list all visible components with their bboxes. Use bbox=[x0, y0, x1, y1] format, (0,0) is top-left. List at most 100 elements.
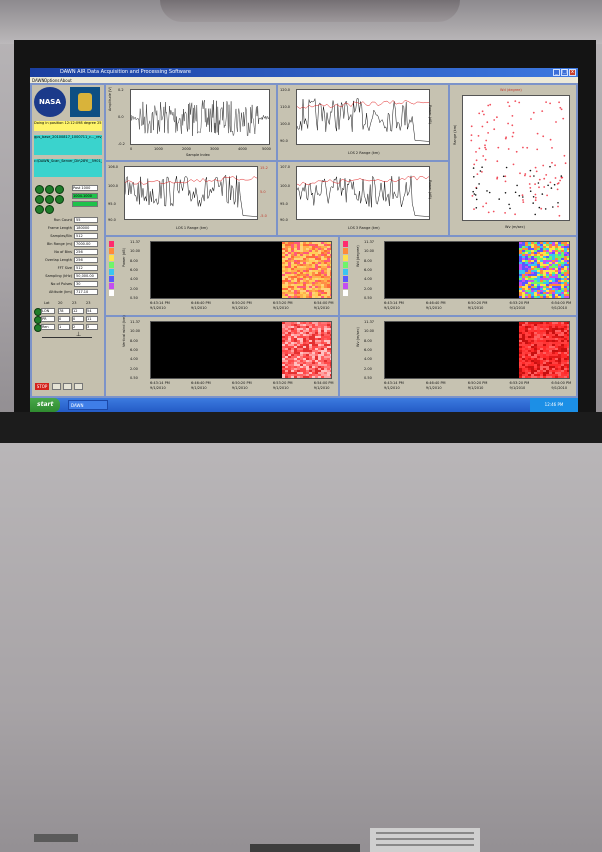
waterfall-cell bbox=[303, 276, 306, 278]
waterfall-cell bbox=[294, 328, 297, 330]
grid-cell[interactable]: 2 bbox=[72, 324, 84, 330]
wt3-xtick-date: 9/1/2010 bbox=[231, 386, 248, 390]
waterfall-cell bbox=[315, 346, 318, 348]
waterfall-cell bbox=[291, 358, 294, 360]
grid-cell[interactable]: 78 bbox=[58, 308, 70, 314]
param-value[interactable]: 512 bbox=[74, 265, 98, 271]
grid-cell[interactable]: 12 bbox=[72, 308, 84, 314]
waterfall-cell bbox=[567, 294, 569, 296]
waterfall-cell bbox=[288, 352, 291, 354]
option-button-3[interactable] bbox=[74, 383, 83, 390]
waterfall-cell bbox=[540, 330, 543, 332]
waterfall-cell bbox=[522, 298, 525, 299]
param-label: Samples/Bin bbox=[50, 234, 72, 238]
waterfall-cell bbox=[534, 372, 537, 374]
waterfall-cell bbox=[561, 276, 564, 278]
grid-cell[interactable]: 11 bbox=[86, 316, 98, 322]
post-field[interactable]: Post 1000 bbox=[72, 185, 98, 191]
waterfall-cell bbox=[312, 344, 315, 346]
menu-dawn[interactable]: DAWN bbox=[32, 78, 45, 83]
waterfall-cell bbox=[330, 376, 331, 378]
colorbar-swatch bbox=[109, 248, 114, 254]
param-row-8: No of Pulses 30 bbox=[34, 281, 102, 288]
scatter-point-wd bbox=[538, 186, 540, 189]
scatter-point-wd bbox=[561, 176, 564, 179]
waterfall-cell bbox=[315, 282, 318, 284]
param-value[interactable]: 30 bbox=[74, 281, 98, 287]
param-value[interactable]: 55 bbox=[74, 217, 98, 223]
param-value[interactable]: 256 bbox=[74, 249, 98, 255]
waterfall-cell bbox=[549, 364, 552, 366]
param-value[interactable]: 180000 bbox=[74, 225, 98, 231]
waterfall-cell bbox=[549, 276, 552, 278]
close-button[interactable]: x bbox=[569, 69, 576, 76]
waterfall-cell bbox=[318, 286, 321, 288]
taskbar: start DAWN 12:46 PM bbox=[30, 398, 578, 412]
param-value[interactable]: 7000.00 bbox=[74, 241, 98, 247]
param-value[interactable]: 717.10 bbox=[74, 289, 98, 295]
scatter-point-wv bbox=[544, 208, 547, 210]
waterfall-cell bbox=[522, 376, 525, 378]
waterfall-cell bbox=[549, 254, 552, 256]
waterfall-cell bbox=[282, 346, 285, 348]
waterfall-cell bbox=[531, 376, 534, 378]
waterfall-4-plot bbox=[384, 321, 570, 379]
scatter-point-wv bbox=[508, 203, 510, 206]
waterfall-cell bbox=[285, 270, 288, 272]
waterfall-cell bbox=[330, 266, 331, 268]
taskbar-item-dawn[interactable]: DAWN bbox=[68, 400, 108, 410]
grid-cell[interactable]: 0 bbox=[58, 316, 70, 322]
waterfall-cell bbox=[288, 258, 291, 260]
waterfall-cell bbox=[555, 370, 558, 372]
waterfall-cell bbox=[294, 282, 297, 284]
minimize-button[interactable]: _ bbox=[553, 69, 560, 76]
waterfall-cell bbox=[321, 258, 324, 260]
waterfall-cell bbox=[282, 368, 285, 370]
grid-cell[interactable]: 1 bbox=[58, 324, 70, 330]
scatter-point-wv bbox=[502, 175, 505, 178]
waterfall-cell bbox=[297, 246, 300, 248]
param-value[interactable]: 256 bbox=[74, 257, 98, 263]
waterfall-cell bbox=[309, 360, 312, 362]
waterfall-cell bbox=[546, 330, 549, 332]
data-file-path-1[interactable]: gps_base_20100817_1000711_c..._rev_v1_BB… bbox=[34, 135, 102, 155]
param-value[interactable]: 512 bbox=[74, 233, 98, 239]
waterfall-cell bbox=[285, 294, 288, 296]
waterfall-cell bbox=[312, 370, 315, 372]
value-field[interactable]: 1004.1000 bbox=[72, 193, 98, 199]
waterfall-cell bbox=[546, 250, 549, 252]
menu-options[interactable]: Options bbox=[44, 78, 60, 83]
waterfall-cell bbox=[330, 268, 331, 270]
start-button[interactable]: start bbox=[30, 398, 60, 412]
data-file-path-2[interactable]: c:\DAWN_Scan_Server_Dir\28Yl__5901_14230… bbox=[34, 159, 102, 177]
waterfall-cell bbox=[558, 260, 561, 262]
grid-cell[interactable]: 0 bbox=[72, 316, 84, 322]
waterfall-cell bbox=[552, 336, 555, 338]
waterfall-cell bbox=[531, 374, 534, 376]
waterfall-cell bbox=[531, 286, 534, 288]
grid-cell[interactable]: 3 bbox=[86, 324, 98, 330]
wt1-ytick: 0.50 bbox=[130, 296, 138, 300]
grid-cell[interactable]: 54 bbox=[86, 308, 98, 314]
waterfall-cell bbox=[282, 266, 285, 268]
waterfall-cell bbox=[294, 262, 297, 264]
stop-button[interactable]: STOP bbox=[35, 383, 49, 390]
waterfall-cell bbox=[552, 364, 555, 366]
option-button-2[interactable] bbox=[63, 383, 72, 390]
waterfall-cell bbox=[519, 256, 522, 258]
waterfall-cell bbox=[540, 350, 543, 352]
value-field-2[interactable] bbox=[72, 201, 98, 207]
waterfall-cell bbox=[309, 330, 312, 332]
waterfall-cell bbox=[294, 374, 297, 376]
waterfall-cell bbox=[567, 374, 569, 376]
waterfall-cell bbox=[330, 370, 331, 372]
waterfall-cell bbox=[324, 342, 327, 344]
option-button-1[interactable] bbox=[52, 383, 61, 390]
waterfall-cell bbox=[306, 348, 309, 350]
menu-about[interactable]: About bbox=[60, 78, 72, 83]
maximize-button[interactable]: □ bbox=[561, 69, 568, 76]
waterfall-cell bbox=[528, 334, 531, 336]
waterfall-cell bbox=[540, 262, 543, 264]
scatter-point-wd bbox=[543, 186, 546, 188]
param-value[interactable]: 50,000.00 bbox=[74, 273, 98, 279]
